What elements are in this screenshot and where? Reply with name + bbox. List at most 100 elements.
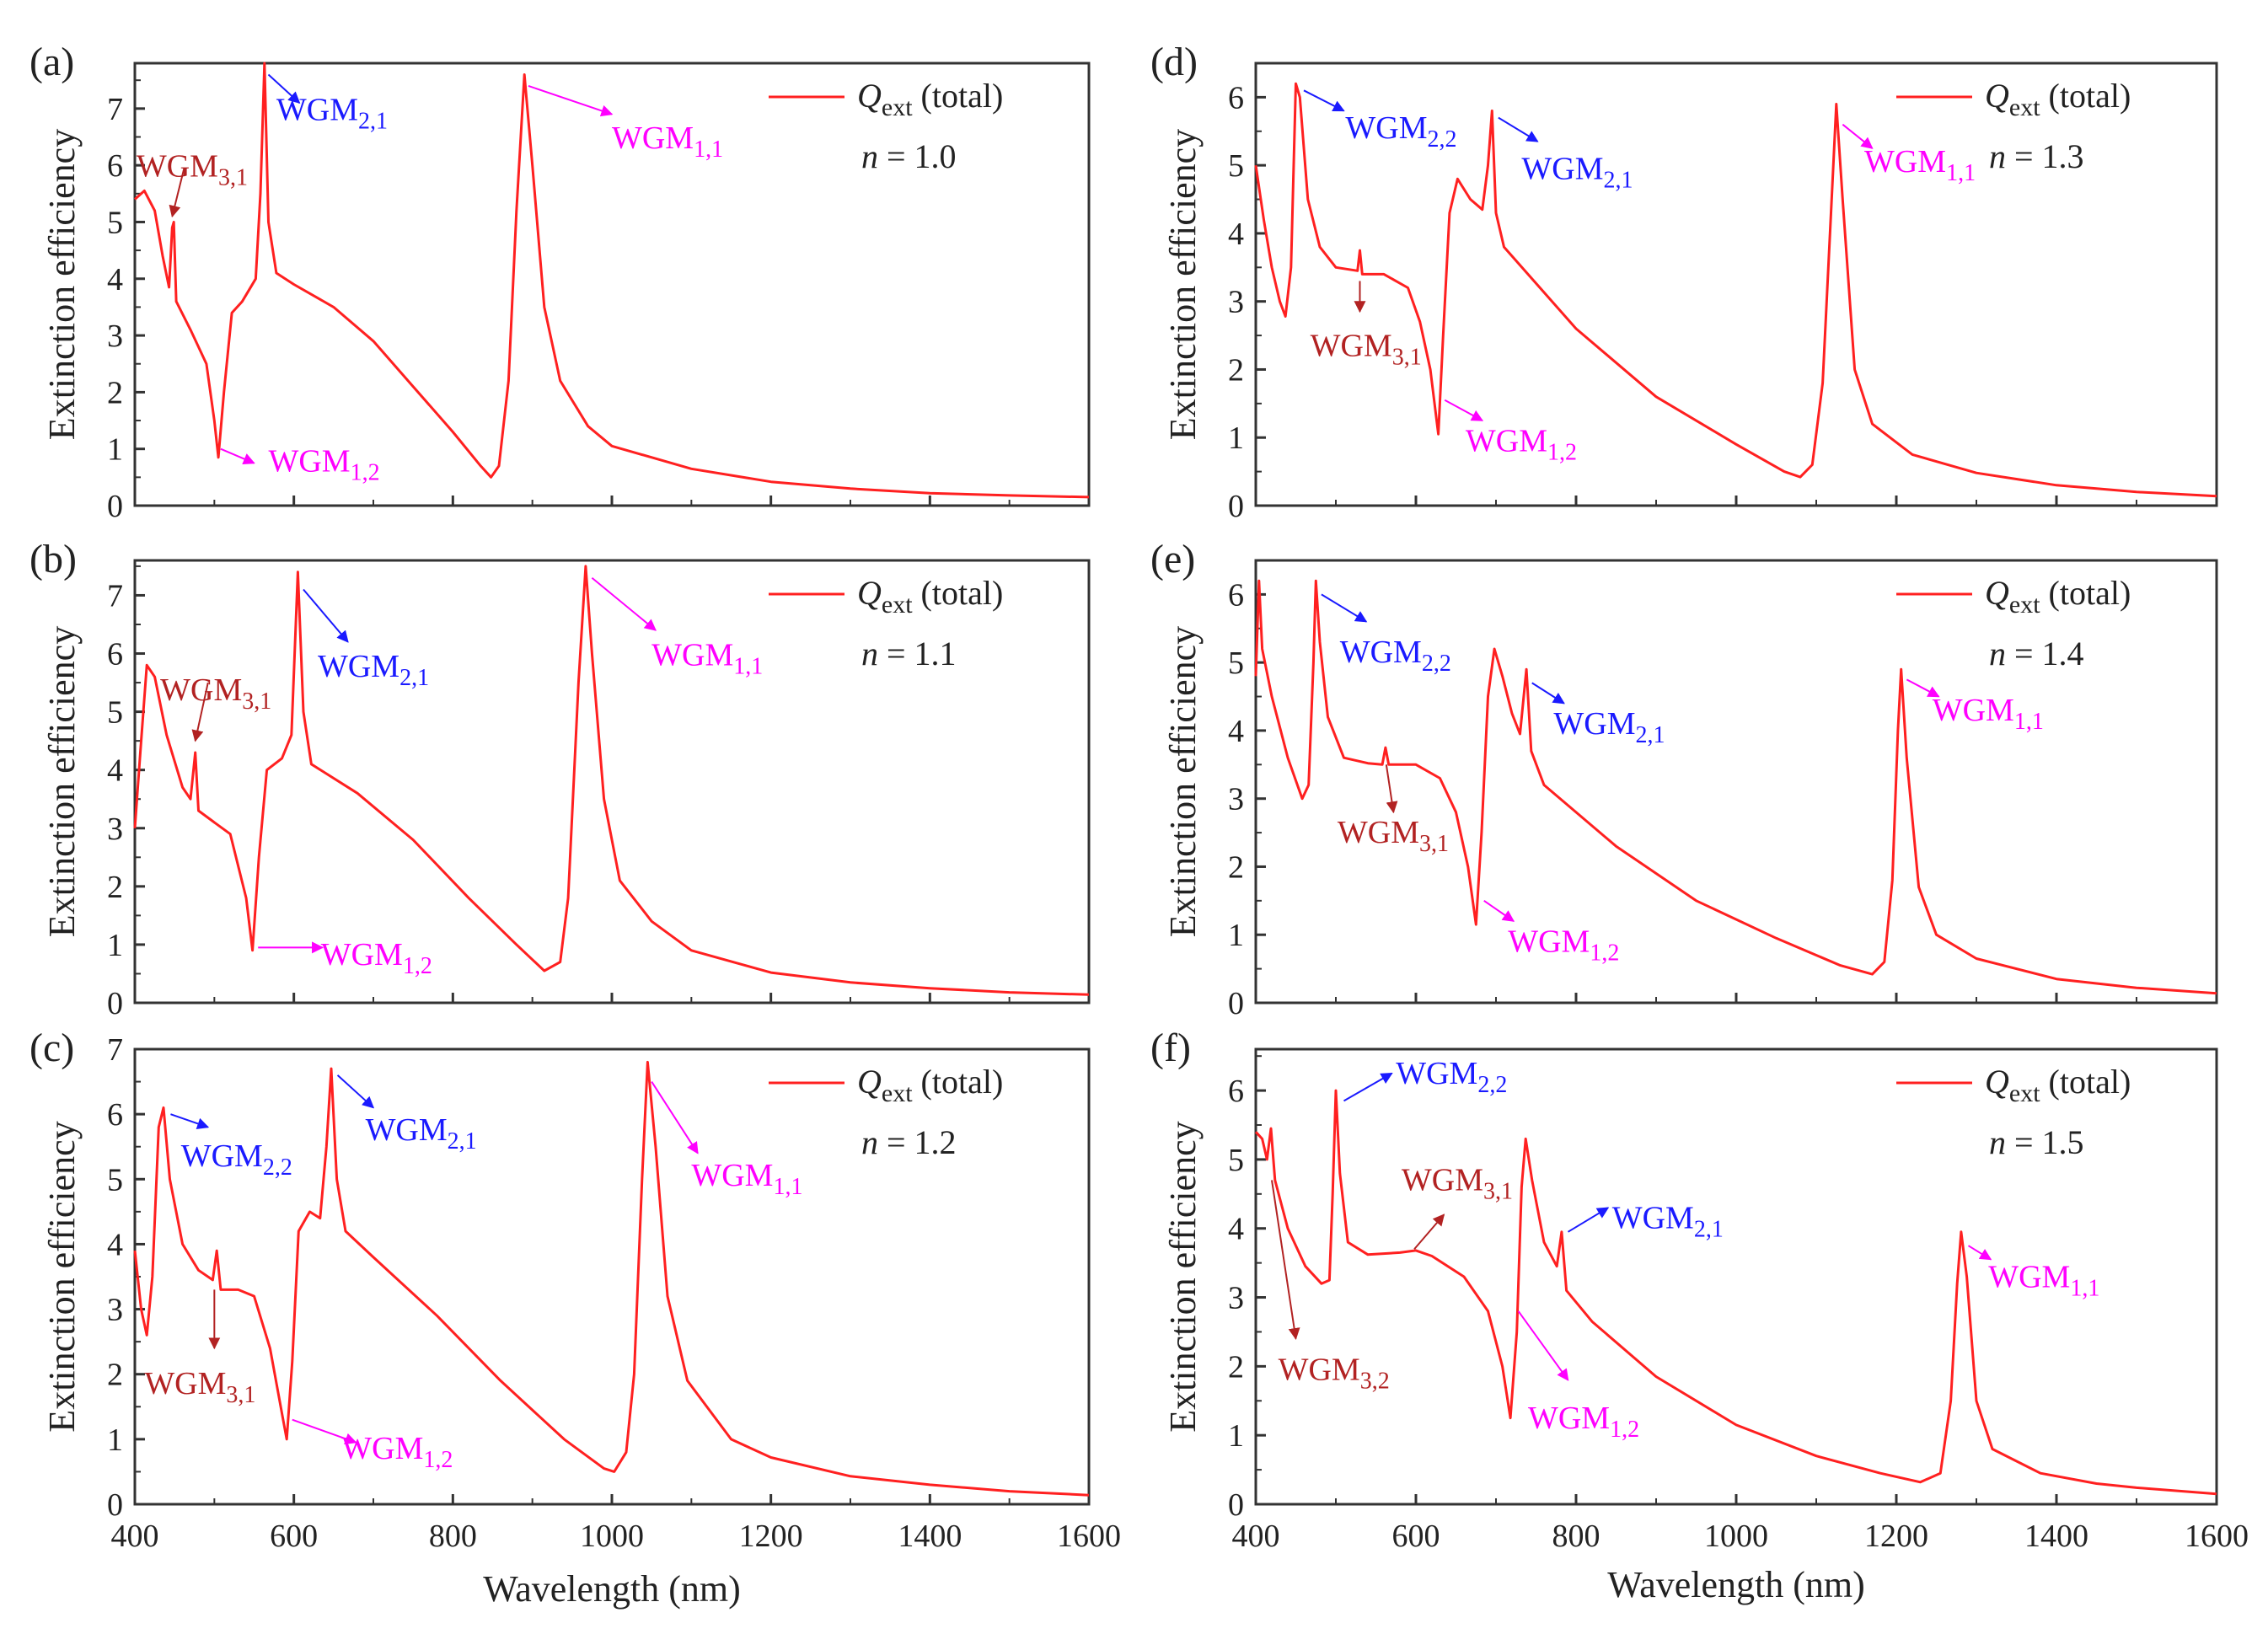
annotation-arrow bbox=[1517, 1310, 1569, 1381]
annotation-mode: WGM bbox=[341, 1431, 423, 1466]
annotation-index: 2,1 bbox=[1604, 167, 1633, 193]
panel-d: 0 1 2 3 4 5 6 Extinction efficiency (d) Qext (tot… bbox=[1150, 40, 2218, 524]
annotation-label: WGM2,2 bbox=[181, 1138, 292, 1181]
annotation-arrow bbox=[591, 576, 657, 631]
annotation-arrow bbox=[1967, 1245, 1992, 1261]
annotation-label: WGM2,2 bbox=[1396, 1056, 1507, 1098]
annotation-mode: WGM bbox=[366, 1112, 448, 1148]
legend-rest: (total) bbox=[2040, 77, 2131, 115]
x-tick-label: 1200 bbox=[1864, 1519, 1928, 1554]
annotation-index: 1,2 bbox=[351, 460, 380, 486]
annotation-arrow bbox=[651, 1081, 699, 1155]
series-line-qext bbox=[133, 565, 1090, 996]
annotation-mode: WGM bbox=[137, 149, 218, 185]
legend-sub: ext bbox=[2009, 94, 2040, 121]
panel-label: (b) bbox=[29, 537, 77, 581]
x-axis-label-left: Wavelength (nm) bbox=[483, 1568, 741, 1610]
annotation-label: WGM2,1 bbox=[1553, 706, 1665, 748]
annotation-arrow bbox=[220, 447, 255, 465]
y-tick-label: 2 bbox=[1228, 1349, 1244, 1385]
legend-q: Q bbox=[1985, 77, 2009, 115]
n-label: n = 1.4 bbox=[1989, 635, 2084, 672]
annotation-index: 1,2 bbox=[403, 953, 432, 979]
annotation-arrow bbox=[191, 682, 209, 742]
annotation-index: 2,2 bbox=[1477, 1072, 1507, 1098]
series-line-qext bbox=[134, 62, 1090, 499]
y-tick-label: 1 bbox=[107, 432, 123, 468]
y-tick-label: 6 bbox=[107, 1097, 123, 1133]
y-tick-label: 5 bbox=[107, 1162, 123, 1197]
annotation-arrow bbox=[1321, 593, 1368, 623]
legend-rest: (total) bbox=[913, 1063, 1004, 1101]
y-tick-label: 1 bbox=[1228, 918, 1244, 953]
n-symbol: n bbox=[1989, 635, 2006, 672]
y-tick-label: 6 bbox=[107, 637, 123, 672]
legend-label: Qext (total) bbox=[1985, 574, 2131, 619]
legend-rest: (total) bbox=[913, 574, 1004, 612]
series-line-qext bbox=[133, 1060, 1090, 1497]
annotation-label: WGM1,2 bbox=[341, 1431, 453, 1473]
annotation-index: 1,1 bbox=[733, 653, 763, 679]
legend-q: Q bbox=[857, 574, 882, 612]
y-tick-label: 0 bbox=[1228, 489, 1244, 524]
annotation-mode: WGM bbox=[1521, 151, 1603, 186]
annotation-label: WGM1,1 bbox=[651, 637, 763, 679]
annotation-mode: WGM bbox=[612, 121, 694, 156]
y-axis-label: Extinction efficiency bbox=[1162, 1121, 1204, 1432]
annotation-mode: WGM bbox=[1553, 706, 1635, 742]
x-tick-label: 1400 bbox=[898, 1519, 962, 1554]
y-tick-label: 1 bbox=[1228, 1418, 1244, 1454]
annotation-mode: WGM bbox=[1508, 924, 1590, 959]
y-tick-label: 2 bbox=[1228, 352, 1244, 388]
panel-f: 0 1 2 3 4 5 6 400 600 800 1000 1200 1400 1600 Extincti… bbox=[1150, 1026, 2249, 1554]
annotation-mode: WGM bbox=[268, 444, 350, 479]
annotation-label: WGM3,2 bbox=[1279, 1353, 1390, 1395]
annotation-label: WGM3,1 bbox=[1338, 815, 1449, 857]
panel-label: (e) bbox=[1150, 537, 1195, 581]
annotation-index: 2,1 bbox=[1694, 1217, 1724, 1243]
n-symbol: n bbox=[1989, 137, 2006, 175]
y-tick-label: 5 bbox=[107, 205, 123, 240]
annotation-label: WGM3,1 bbox=[160, 672, 271, 715]
y-tick-label: 5 bbox=[1228, 646, 1244, 681]
n-symbol: n bbox=[861, 635, 878, 672]
annotation-mode: WGM bbox=[181, 1138, 263, 1174]
annotation-mode: WGM bbox=[1864, 144, 1946, 179]
y-tick-label: 4 bbox=[107, 753, 123, 789]
n-value: = 1.0 bbox=[878, 137, 957, 175]
annotation-label: WGM1,2 bbox=[321, 937, 432, 979]
legend-label: Qext (total) bbox=[857, 77, 1003, 121]
annotation-label: WGM1,2 bbox=[268, 444, 379, 486]
annotation-mode: WGM bbox=[1528, 1401, 1610, 1436]
y-tick-label: 4 bbox=[1228, 1212, 1244, 1247]
annotation-arrow bbox=[1483, 900, 1515, 922]
x-tick-label: 1600 bbox=[2185, 1519, 2249, 1554]
annotation-arrow bbox=[1343, 1072, 1393, 1102]
y-tick-label: 0 bbox=[1228, 986, 1244, 1021]
annotation-label: WGM3,1 bbox=[1402, 1163, 1513, 1205]
annotation-arrow bbox=[1567, 1207, 1610, 1233]
annotation-arrow bbox=[1842, 123, 1874, 149]
y-tick-label: 3 bbox=[1228, 1281, 1244, 1316]
panel-label: (a) bbox=[29, 40, 74, 84]
n-symbol: n bbox=[861, 137, 878, 175]
legend-sub: ext bbox=[882, 591, 913, 619]
panel-a: 0 1 2 3 4 5 6 7 Extinction efficiency (a) Qext (to… bbox=[29, 40, 1091, 524]
plot-frame bbox=[133, 559, 1091, 1005]
legend-label: Qext (total) bbox=[1985, 77, 2131, 121]
x-tick-label: 800 bbox=[429, 1519, 477, 1554]
annotation-label: WGM2,1 bbox=[318, 649, 429, 691]
annotation-label: WGM3,1 bbox=[1311, 328, 1422, 370]
annotation-label: WGM2,1 bbox=[1612, 1201, 1724, 1243]
n-value: = 1.2 bbox=[878, 1123, 957, 1161]
annotation-mode: WGM bbox=[321, 937, 403, 972]
annotation-mode: WGM bbox=[1340, 635, 1422, 670]
annotation-mode: WGM bbox=[691, 1158, 773, 1193]
y-tick-label: 5 bbox=[1228, 1143, 1244, 1178]
n-symbol: n bbox=[1989, 1123, 2006, 1161]
legend-sub: ext bbox=[882, 94, 913, 121]
y-tick-label: 2 bbox=[107, 1358, 123, 1393]
annotation-arrow bbox=[336, 1074, 375, 1109]
annotation-label: WGM1,1 bbox=[612, 121, 723, 163]
legend-label: Qext (total) bbox=[857, 574, 1003, 619]
